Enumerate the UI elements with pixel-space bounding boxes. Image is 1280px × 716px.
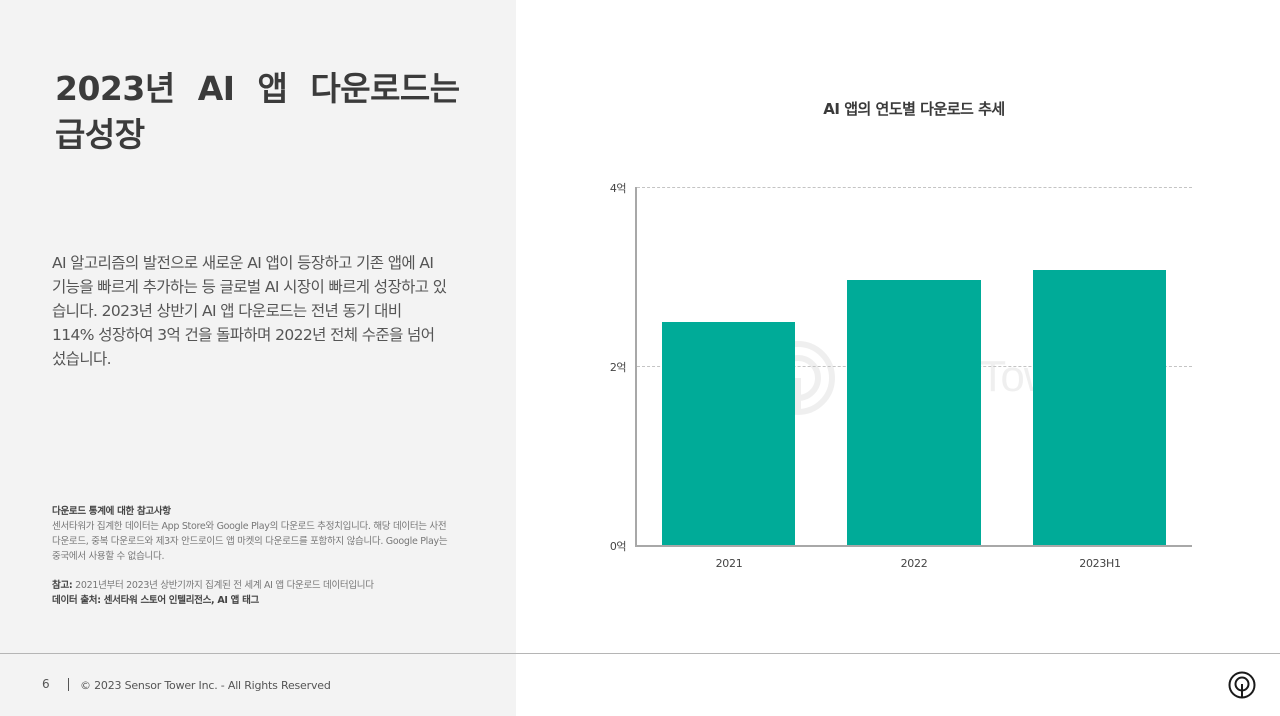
- footer-divider: [0, 653, 1280, 654]
- copyright-text: © 2023 Sensor Tower Inc. - All Rights Re…: [80, 679, 331, 692]
- reference-text: 2021년부터 2023년 상반기까지 집계된 전 세계 AI 앱 다운로드 데…: [72, 580, 374, 591]
- x-tick-2022: 2022: [900, 557, 928, 570]
- page-title: 2023년 AI 앱 다운로드는 급성장: [55, 69, 460, 154]
- notes-text: 센서타워가 집계한 데이터는 App Store와 Google Play의 다…: [52, 521, 448, 562]
- notes-heading: 다운로드 통계에 대한 참고사항: [52, 506, 171, 517]
- y-tick-4: 4억: [609, 182, 627, 195]
- body-paragraph: AI 알고리즘의 발전으로 새로운 AI 앱이 등장하고 기존 앱에 AI 기능…: [52, 254, 447, 368]
- data-source: 데이터 출처: 센서타워 스토어 인텔리전스, AI 앱 태그: [52, 595, 259, 606]
- bar-2021: [662, 322, 795, 545]
- sensor-tower-logo-icon: [1228, 671, 1256, 699]
- y-tick-0: 0억: [609, 540, 627, 553]
- x-tick-2021: 2021: [715, 557, 743, 570]
- notes-reference: 참고: 2021년부터 2023년 상반기까지 집계된 전 세계 AI 앱 다운…: [52, 578, 452, 593]
- page-number: 6: [42, 677, 50, 691]
- chart-title: AI 앱의 연도별 다운로드 추세: [823, 100, 1005, 118]
- left-text-panel: 2023년 AI 앱 다운로드는 급성장 AI 알고리즘의 발전으로 새로운 A…: [0, 0, 516, 654]
- footer-separator: [68, 678, 69, 691]
- footer-left-background: [0, 654, 516, 716]
- reference-label: 참고:: [52, 580, 73, 591]
- y-tick-2: 2억: [609, 361, 627, 374]
- gridline-4: [637, 187, 1192, 188]
- bar-2022: [847, 280, 981, 545]
- bar-2023h1: [1033, 270, 1166, 545]
- notes-section: 다운로드 통계에 대한 참고사항 센서타워가 집계한 데이터는 App Stor…: [52, 504, 452, 608]
- x-tick-2023h1: 2023H1: [1079, 557, 1121, 570]
- x-axis: [635, 545, 1192, 547]
- y-axis: [635, 187, 637, 546]
